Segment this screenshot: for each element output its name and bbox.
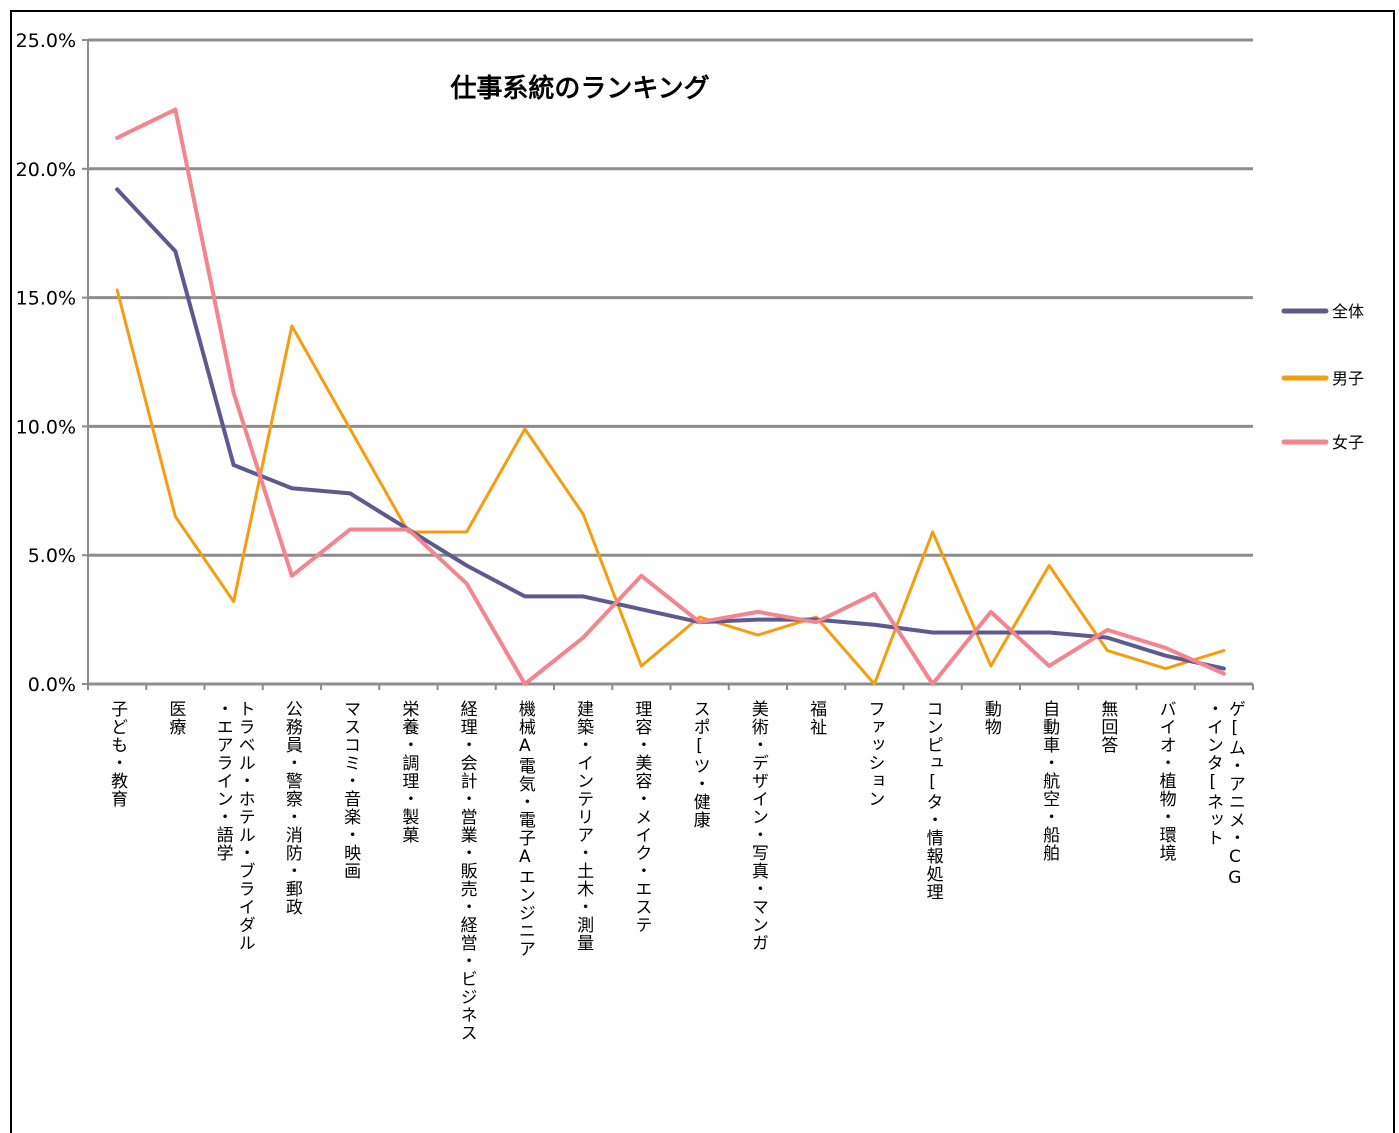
- x-tick-label: 美術・デザイン・写真・マンガ: [748, 700, 769, 952]
- chart-title: 仕事系統のランキング: [449, 73, 709, 104]
- legend-label: 全体: [1332, 302, 1364, 321]
- series-line-3: [115, 107, 1226, 686]
- gridlines: [88, 38, 1253, 557]
- x-tick-label: トラベル・ホテル・ブライダル: [235, 700, 255, 952]
- y-tick-label: 25.0%: [16, 30, 76, 52]
- axes: [87, 40, 1254, 690]
- x-tick-label: ・インタ[ネット: [1203, 700, 1223, 847]
- x-tick-label: 経理・会計・営業・販売・経営・ビジネス: [457, 700, 478, 1042]
- x-tick-label: 理容・美容・メイク・エステ: [631, 700, 652, 934]
- y-axis-ticks: 0.0% 5.0% 10.0% 15.0% 20.0% 25.0%: [16, 30, 88, 696]
- x-tick-label: 子ども・教育: [107, 700, 128, 808]
- y-tick-label: 5.0%: [28, 545, 76, 567]
- y-tick-label: 15.0%: [16, 288, 76, 310]
- series-line-1: [115, 187, 1226, 671]
- x-tick-label: マスコミ・音楽・映画: [340, 700, 361, 880]
- x-tick-label: 建築・インテリア・土木・測量: [573, 700, 594, 952]
- x-tick-label: 福祉: [806, 700, 827, 736]
- y-tick-label: 0.0%: [28, 674, 76, 696]
- series-line-2: [115, 288, 1226, 686]
- x-tick-label: スポ[ツ・健康: [690, 700, 711, 829]
- x-tick-label: 無回答: [1097, 700, 1118, 754]
- x-tick-label: 動物: [981, 700, 1002, 736]
- x-tick-label: 公務員・警察・消防・郵政: [282, 700, 303, 916]
- x-tick-label: 医療: [165, 700, 186, 736]
- legend-label: 男子: [1332, 369, 1364, 388]
- x-tick-label: ゲ[ム・アニメ・CG: [1225, 700, 1245, 889]
- x-tick-label: ファッション: [864, 700, 884, 808]
- y-tick-label: 20.0%: [16, 159, 76, 181]
- x-tick-label: ・エアライン・語学: [213, 700, 234, 862]
- chart-frame: [10, 10, 1395, 1133]
- x-tick-label: バイオ・植物・環境: [1156, 700, 1177, 862]
- x-axis-tick-labels: 子ども・教育 医療 トラベル・ホテル・ブライダル・エアライン・語学 公務員・警察・消防…: [107, 700, 1245, 1042]
- y-tick-label: 10.0%: [16, 416, 76, 438]
- series-lines: [115, 107, 1226, 686]
- x-tick-label: 機械A電気・電子Aエンジニア: [515, 700, 536, 958]
- x-tick-label: 自動車・航空・船舶: [1039, 700, 1060, 862]
- x-tick-label: コンピュ[タ・情報処理: [923, 700, 944, 901]
- legend-label: 女子: [1332, 433, 1364, 452]
- x-tick-label: 栄養・調理・製菓: [398, 700, 419, 844]
